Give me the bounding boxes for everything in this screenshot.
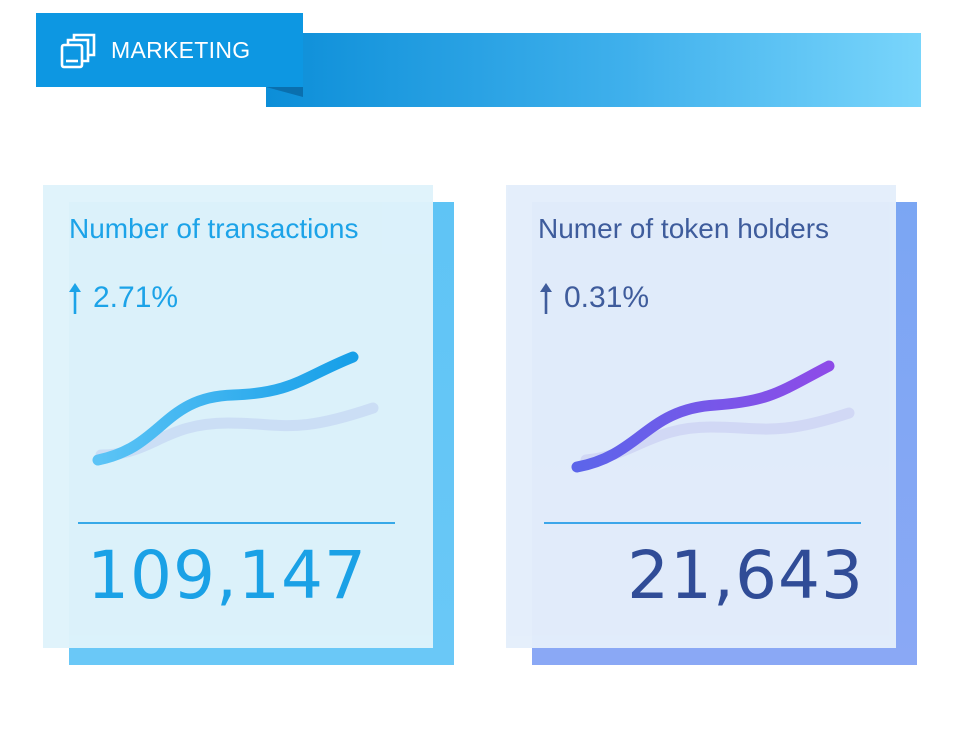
transactions-value: 109,147 bbox=[87, 537, 367, 614]
change-indicator: 0.31% bbox=[538, 281, 649, 315]
change-indicator: 2.71% bbox=[67, 281, 178, 315]
trend-line bbox=[571, 360, 855, 473]
change-percent: 2.71% bbox=[93, 281, 179, 314]
token-holders-value: 21,643 bbox=[627, 537, 864, 614]
trend-main-line bbox=[571, 360, 835, 473]
stacked-cards-icon bbox=[60, 33, 96, 69]
header-fold bbox=[266, 87, 303, 97]
trend-main-line bbox=[92, 351, 359, 466]
arrow-up-icon bbox=[69, 283, 81, 314]
header-title: MARKETING bbox=[111, 37, 251, 63]
divider bbox=[544, 522, 861, 524]
change-percent: 0.31% bbox=[564, 281, 650, 314]
divider bbox=[78, 522, 395, 524]
trend-line bbox=[92, 351, 379, 466]
card-title: Numer of token holders bbox=[538, 213, 830, 244]
arrow-up-icon bbox=[540, 283, 552, 314]
token-holders-card: Numer of token holders 0.31% 21,643 bbox=[506, 185, 896, 648]
header-banner bbox=[266, 33, 921, 107]
card-title: Number of transactions bbox=[69, 213, 359, 244]
transactions-card: Number of transactions 2.71% 109,147 bbox=[43, 185, 433, 648]
trend-shadow-line bbox=[95, 402, 379, 461]
header-tab bbox=[36, 13, 303, 87]
